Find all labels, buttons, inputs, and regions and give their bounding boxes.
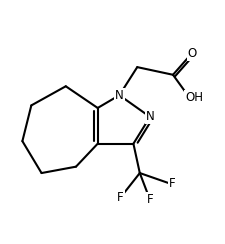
Text: O: O [187, 47, 196, 60]
Text: F: F [117, 191, 124, 204]
Text: F: F [146, 193, 153, 206]
Text: N: N [145, 110, 154, 123]
Text: F: F [168, 177, 175, 190]
Text: OH: OH [184, 91, 202, 104]
Text: N: N [115, 89, 123, 102]
